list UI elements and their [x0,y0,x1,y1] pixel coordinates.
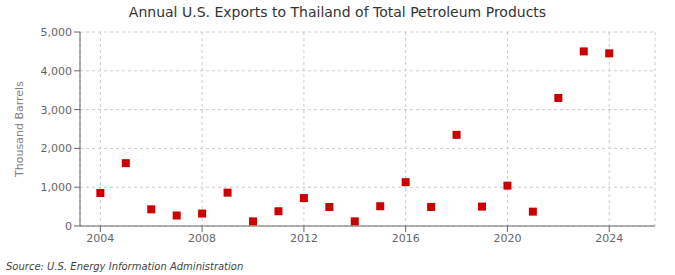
svg-text:Thousand Barrels: Thousand Barrels [13,81,26,178]
svg-text:1,000: 1,000 [41,181,73,194]
svg-text:2020: 2020 [493,232,521,245]
svg-text:2024: 2024 [595,232,623,245]
svg-text:2004: 2004 [86,232,114,245]
html-text:Annual U.S. Exports to Thailan: Annual U.S. Exports to Thailand of Total… [128,4,547,20]
svg-text:2,000: 2,000 [41,142,73,155]
svg-text:5,000: 5,000 [41,26,73,39]
svg-text:4,000: 4,000 [41,65,73,78]
html-text:Source: U.S. Energy Informatio: Source: U.S. Energy Information Administ… [6,261,244,272]
svg-text:2016: 2016 [392,232,420,245]
svg-text:2012: 2012 [290,232,318,245]
svg-text:2008: 2008 [188,232,216,245]
svg-text:0: 0 [65,220,72,233]
svg-text:3,000: 3,000 [41,104,73,117]
